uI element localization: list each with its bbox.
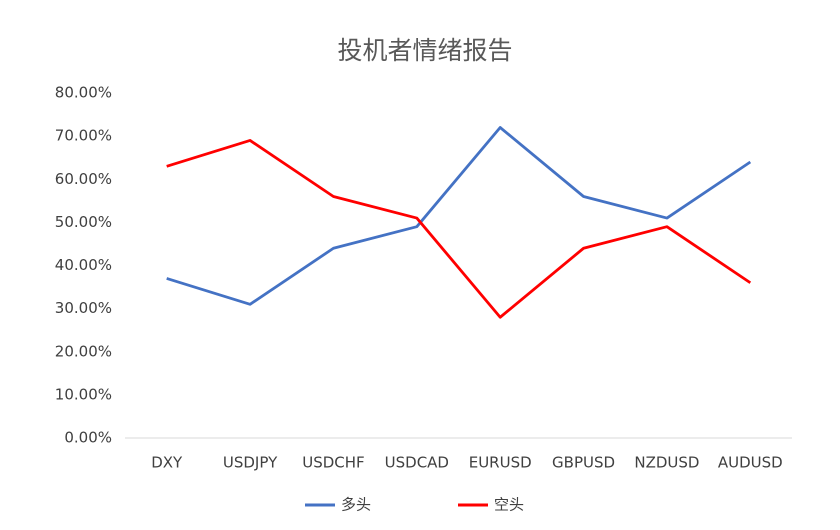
y-tick-label: 30.00% (55, 299, 112, 317)
y-tick-label: 50.00% (55, 213, 112, 231)
x-tick-label: USDJPY (223, 454, 278, 472)
y-tick-label: 10.00% (55, 385, 112, 403)
y-tick-label: 0.00% (64, 429, 112, 447)
x-tick-label: USDCAD (385, 454, 449, 472)
line-series (166, 139, 752, 319)
legend-label: 空头 (494, 496, 524, 514)
y-tick-label: 40.00% (55, 256, 112, 274)
x-tick-label: USDCHF (302, 454, 364, 472)
x-tick-label: NZDUSD (634, 454, 699, 472)
x-tick-label: DXY (151, 454, 183, 472)
y-tick-label: 60.00% (55, 170, 112, 188)
legend-label: 多头 (341, 496, 371, 514)
y-tick-label: 20.00% (55, 342, 112, 360)
x-tick-label: EURUSD (469, 454, 532, 472)
x-tick-label: AUDUSD (718, 454, 783, 472)
x-tick-label: GBPUSD (552, 454, 615, 472)
chart-title: 投机者情绪报告 (337, 36, 512, 65)
y-tick-label: 80.00% (55, 84, 112, 102)
y-tick-label: 70.00% (55, 127, 112, 145)
line-series (166, 126, 752, 306)
